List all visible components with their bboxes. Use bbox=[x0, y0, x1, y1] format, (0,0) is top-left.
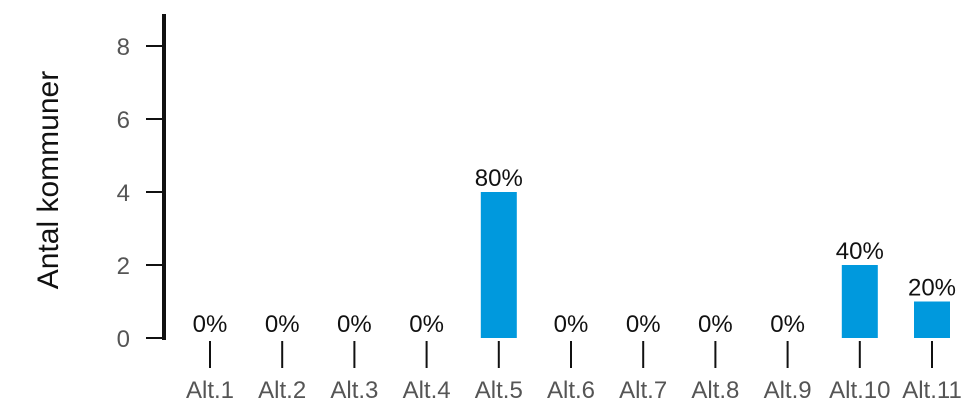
data-label: 0% bbox=[193, 311, 228, 338]
x-tick-label: Alt.4 bbox=[403, 377, 451, 404]
x-tick-label: Alt.1 bbox=[186, 377, 234, 404]
x-tick-label: Alt.8 bbox=[691, 377, 739, 404]
x-tick-label: Alt.6 bbox=[547, 377, 595, 404]
y-tick-label: 4 bbox=[117, 180, 130, 207]
x-tick-label: Alt.3 bbox=[330, 377, 378, 404]
data-label: 40% bbox=[836, 238, 884, 265]
data-label: 0% bbox=[770, 311, 805, 338]
data-label: 0% bbox=[626, 311, 661, 338]
y-tick-label: 0 bbox=[117, 326, 130, 353]
x-tick-label: Alt.11 bbox=[902, 377, 962, 404]
bar bbox=[480, 192, 517, 338]
x-tick-label: Alt.2 bbox=[258, 377, 306, 404]
x-tick-label: Alt.7 bbox=[619, 377, 667, 404]
bar bbox=[914, 301, 950, 338]
bars bbox=[480, 192, 950, 338]
data-label: 0% bbox=[337, 311, 372, 338]
data-labels: 0% 0% 0% 0% 80% 0% 0% 0% 0% 40% 20% bbox=[193, 165, 956, 338]
data-label: 0% bbox=[409, 311, 444, 338]
data-label: 0% bbox=[265, 311, 300, 338]
x-tick-label: Alt.9 bbox=[764, 377, 812, 404]
y-tick-label: 6 bbox=[117, 107, 130, 134]
bar bbox=[841, 265, 878, 338]
data-label: 0% bbox=[698, 311, 733, 338]
data-label: 20% bbox=[908, 275, 956, 302]
x-tick-label: Alt.5 bbox=[475, 377, 523, 404]
y-axis-title: Antal kommuner bbox=[32, 71, 65, 289]
y-ticks: 0 2 4 6 8 bbox=[117, 34, 164, 353]
data-label: 0% bbox=[554, 311, 589, 338]
x-ticks: Alt.1 Alt.2 Alt.3 Alt.4 Alt.5 Alt.6 Alt.7 Alt.8… bbox=[186, 341, 962, 404]
y-tick-label: 8 bbox=[117, 34, 130, 61]
y-tick-label: 2 bbox=[117, 253, 130, 280]
x-tick-label: Alt.10 bbox=[829, 377, 890, 404]
data-label: 80% bbox=[475, 165, 523, 192]
